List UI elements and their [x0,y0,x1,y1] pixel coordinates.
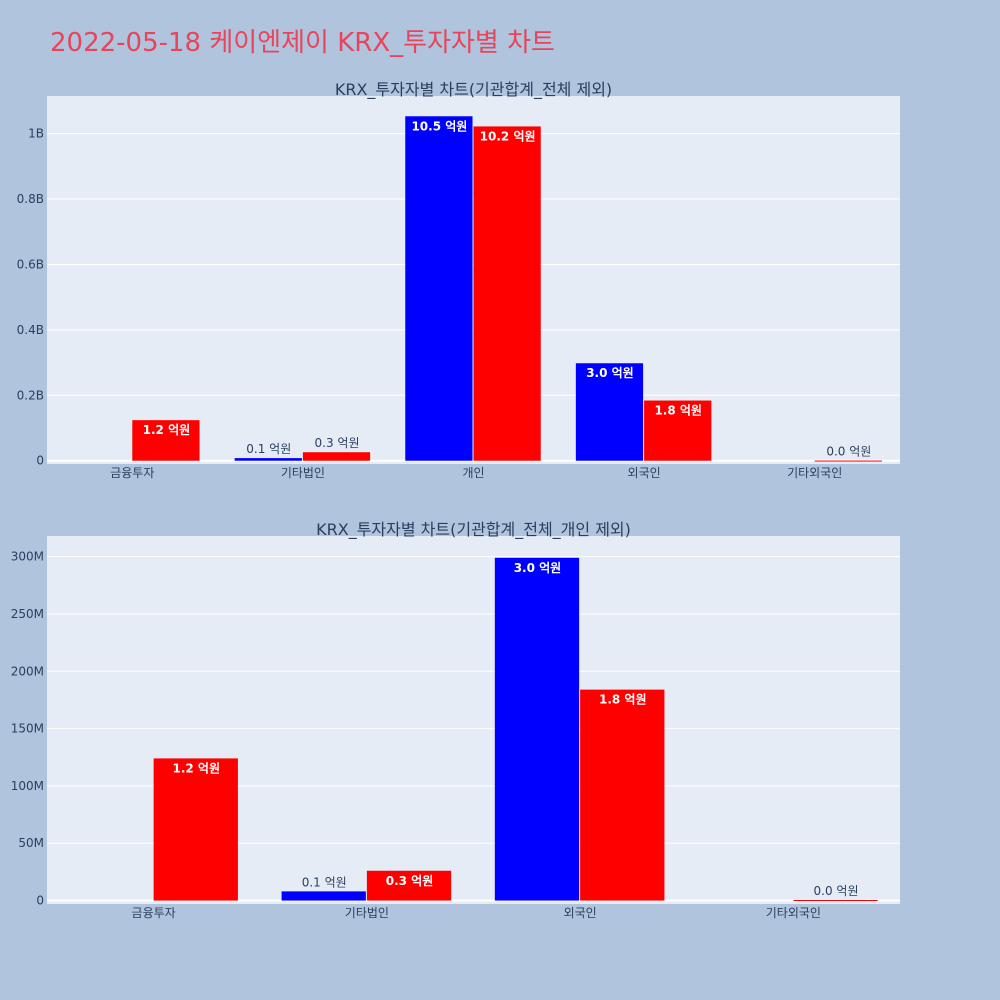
x-tick-label: 외국인 [628,466,661,480]
x-tick-label: 외국인 [564,906,597,920]
bar[interactable] [793,899,878,901]
chart-bottom: KRX_투자자별 차트(기관합계_전체_개인 제외) 0 50M 100M 150M 20… [11,520,900,920]
y-tick-label: 0.2B [17,388,44,402]
x-tick-label: 기타외국인 [766,906,821,920]
x-tick-label: 기타법인 [281,466,325,480]
data-label: 10.2 억원 [480,129,536,143]
y-tick-label: 0 [36,894,44,908]
y-tick-label: 0.4B [17,323,44,337]
y-tick-label: 1B [28,127,44,141]
data-label: 0.3 억원 [386,874,434,888]
data-label: 0.0 억원 [814,884,859,898]
y-tick-label: 50M [18,836,44,850]
chart-title: KRX_투자자별 차트(기관합계_전체_개인 제외) [316,520,631,540]
x-tick-label: 기타법인 [345,906,389,920]
x-tick-label: 개인 [462,466,484,480]
bar[interactable] [302,452,371,461]
chart-top: KRX_투자자별 차트(기관합계_전체 제외) 0 0.2B 0.4B 0.6B 0.8B… [17,80,900,480]
data-label: 1.2 억원 [143,423,191,437]
page-title: 2022-05-18 케이엔제이 KRX_투자자별 차트 [50,28,555,58]
x-tick-label: 금융투자 [110,466,154,480]
data-label: 10.5 억원 [411,119,467,133]
bar[interactable] [494,557,580,901]
bar[interactable] [153,758,238,901]
data-label: 1.8 억원 [599,693,647,707]
x-tick-label: 금융투자 [132,906,176,920]
data-label: 1.8 억원 [654,404,702,418]
y-tick-label: 200M [11,664,44,678]
bar[interactable] [644,400,712,461]
data-label: 1.2 억원 [173,761,221,775]
y-tick-label: 300M [11,550,44,564]
bar[interactable] [473,126,541,461]
data-label: 3.0 억원 [586,366,634,380]
y-tick-label: 100M [11,779,44,793]
data-label: 3.0 억원 [514,561,562,575]
bar[interactable] [575,363,644,461]
chart-title: KRX_투자자별 차트(기관합계_전체 제외) [335,80,612,100]
x-tick-label: 기타외국인 [787,466,842,480]
bar[interactable] [580,689,665,901]
bar[interactable] [281,891,366,901]
bar[interactable] [234,458,302,461]
y-tick-label: 0 [36,454,44,468]
y-tick-label: 0.8B [17,192,44,206]
bar[interactable] [814,460,882,462]
y-tick-label: 0.6B [17,257,44,271]
bar[interactable] [366,870,452,901]
bar[interactable] [405,116,473,461]
data-label: 0.0 억원 [826,445,871,459]
data-label: 0.1 억원 [246,442,291,456]
data-label: 0.1 억원 [302,875,347,889]
y-tick-label: 250M [11,607,44,621]
data-label: 0.3 억원 [315,436,360,450]
bar[interactable] [132,420,200,461]
y-tick-label: 150M [11,722,44,736]
